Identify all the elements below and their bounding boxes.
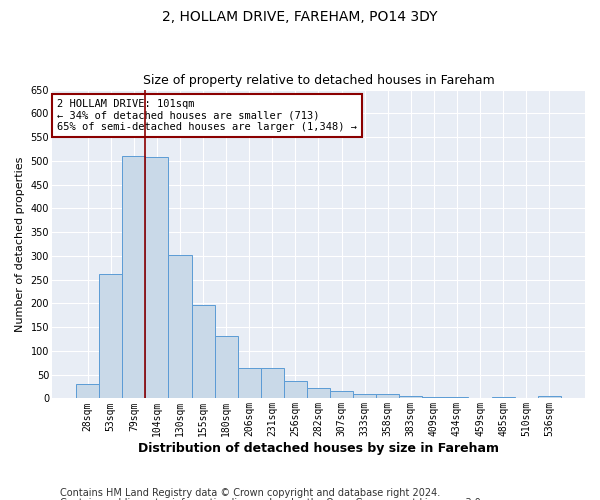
Bar	[307, 388, 330, 398]
X-axis label: Distribution of detached houses by size in Fareham: Distribution of detached houses by size …	[138, 442, 499, 455]
Text: Contains HM Land Registry data © Crown copyright and database right 2024.: Contains HM Land Registry data © Crown c…	[60, 488, 440, 498]
Bar	[122, 156, 145, 398]
Bar	[353, 394, 376, 398]
Text: 2 HOLLAM DRIVE: 101sqm
← 34% of detached houses are smaller (713)
65% of semi-de: 2 HOLLAM DRIVE: 101sqm ← 34% of detached…	[57, 99, 357, 132]
Bar	[284, 381, 307, 398]
Bar	[330, 392, 353, 398]
Bar	[145, 157, 169, 398]
Bar	[399, 396, 422, 398]
Bar	[422, 396, 445, 398]
Bar	[191, 306, 215, 398]
Bar	[538, 396, 561, 398]
Bar	[169, 255, 191, 398]
Bar	[238, 368, 261, 398]
Text: 2, HOLLAM DRIVE, FAREHAM, PO14 3DY: 2, HOLLAM DRIVE, FAREHAM, PO14 3DY	[162, 10, 438, 24]
Bar	[215, 336, 238, 398]
Bar	[491, 396, 515, 398]
Y-axis label: Number of detached properties: Number of detached properties	[15, 156, 25, 332]
Bar	[445, 396, 469, 398]
Title: Size of property relative to detached houses in Fareham: Size of property relative to detached ho…	[143, 74, 494, 87]
Bar	[99, 274, 122, 398]
Text: Contains public sector information licensed under the Open Government Licence v3: Contains public sector information licen…	[60, 498, 484, 500]
Bar	[376, 394, 399, 398]
Bar	[261, 368, 284, 398]
Bar	[76, 384, 99, 398]
